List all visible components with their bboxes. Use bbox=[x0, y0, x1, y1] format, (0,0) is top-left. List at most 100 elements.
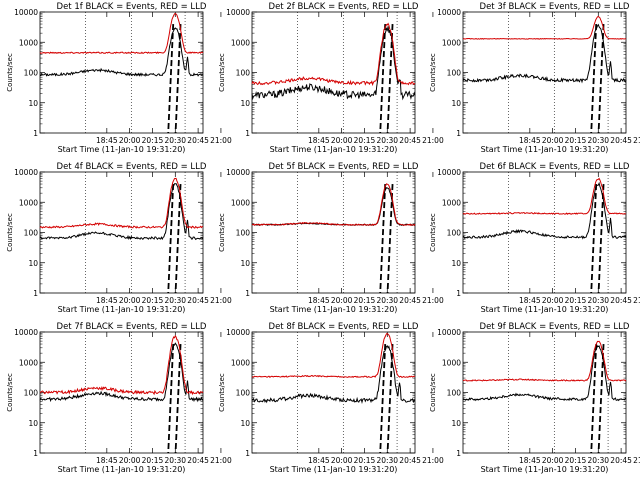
y-tick-label: 100 bbox=[236, 389, 251, 398]
lld-series-line bbox=[251, 22, 416, 87]
x-axis-label: Start Time (11-Jan-10 19:31:20) bbox=[481, 305, 609, 314]
events-series-line bbox=[251, 26, 416, 101]
x-axis-label: Start Time (11-Jan-10 19:31:20) bbox=[58, 145, 186, 154]
x-tick-label: 20:30 bbox=[164, 456, 186, 465]
y-tick-label: 10000 bbox=[226, 168, 250, 177]
panel-title: Det 3f BLACK = Events, RED = LLD bbox=[480, 2, 630, 12]
x-tick-label: 21:00 bbox=[210, 456, 232, 465]
event-marker-line bbox=[167, 24, 175, 134]
x-tick-label: 20:30 bbox=[376, 456, 398, 465]
y-tick-label: 100 bbox=[24, 69, 39, 78]
y-tick-label: 10000 bbox=[226, 8, 250, 17]
event-marker-line bbox=[386, 184, 394, 294]
event-marker-line bbox=[379, 24, 387, 134]
y-tick-label: 100 bbox=[236, 69, 251, 78]
y-tick-label: 1 bbox=[245, 449, 250, 458]
x-tick-label: 21:00 bbox=[633, 136, 640, 145]
x-axis-label: Start Time (11-Jan-10 19:31:20) bbox=[481, 465, 609, 474]
y-tick-label: 10000 bbox=[437, 8, 461, 17]
y-tick-label: 1000 bbox=[231, 38, 250, 47]
detector-panel: Det 4f BLACK = Events, RED = LLD 1 10 100 10… bbox=[6, 162, 232, 314]
panel-title: Det 1f BLACK = Events, RED = LLD bbox=[57, 2, 207, 12]
events-series-line bbox=[39, 27, 204, 77]
y-tick-label: 10000 bbox=[14, 328, 38, 337]
y-axis-label: Counts/sec bbox=[6, 53, 14, 92]
event-marker-line bbox=[597, 24, 605, 134]
y-tick-label: 1000 bbox=[19, 198, 38, 207]
x-tick-label: 20:30 bbox=[587, 136, 609, 145]
event-marker-line bbox=[167, 344, 175, 454]
x-tick-label: 20:00 bbox=[542, 456, 564, 465]
lld-series-line bbox=[251, 183, 416, 227]
event-marker-line bbox=[167, 184, 175, 294]
x-axis-label: Start Time (11-Jan-10 19:31:20) bbox=[58, 465, 186, 474]
x-tick-label: 18:45 bbox=[308, 136, 330, 145]
y-tick-label: 1000 bbox=[231, 358, 250, 367]
lld-series-line bbox=[462, 340, 627, 382]
x-tick-label: 20:30 bbox=[587, 456, 609, 465]
x-tick-label: 20:15 bbox=[565, 296, 587, 305]
lld-series-line bbox=[462, 15, 627, 40]
x-tick-label: 20:30 bbox=[376, 136, 398, 145]
events-series-line bbox=[39, 183, 204, 241]
detector-panel: Det 2f BLACK = Events, RED = LLD 1 10 100 10… bbox=[218, 2, 444, 154]
x-tick-label: 18:45 bbox=[519, 456, 541, 465]
x-tick-label: 20:00 bbox=[119, 296, 141, 305]
x-axis-label: Start Time (11-Jan-10 19:31:20) bbox=[58, 305, 186, 314]
detector-panel: Det 9f BLACK = Events, RED = LLD 1 10 100 10… bbox=[429, 322, 640, 474]
events-series-line bbox=[462, 181, 627, 240]
lld-series-line bbox=[462, 177, 627, 215]
x-tick-label: 20:15 bbox=[565, 456, 587, 465]
lld-series-line bbox=[39, 177, 203, 229]
y-tick-label: 1 bbox=[33, 129, 38, 138]
panel-title: Det 2f BLACK = Events, RED = LLD bbox=[269, 2, 419, 12]
y-tick-label: 1000 bbox=[442, 38, 461, 47]
y-tick-label: 1000 bbox=[19, 358, 38, 367]
y-axis-label: Counts/sec bbox=[218, 53, 226, 92]
y-tick-label: 10 bbox=[28, 419, 38, 428]
panel-title: Det 8f BLACK = Events, RED = LLD bbox=[269, 322, 419, 332]
x-tick-label: 20:45 bbox=[399, 136, 421, 145]
x-tick-label: 20:15 bbox=[354, 296, 376, 305]
detector-panel: Det 8f BLACK = Events, RED = LLD 1 10 100 10… bbox=[218, 322, 444, 474]
x-tick-label: 20:45 bbox=[610, 136, 632, 145]
y-axis-label: Counts/sec bbox=[218, 373, 226, 412]
x-axis-label: Start Time (11-Jan-10 19:31:20) bbox=[481, 145, 609, 154]
y-tick-label: 10 bbox=[451, 419, 461, 428]
detector-panel: Det 3f BLACK = Events, RED = LLD 1 10 100 10… bbox=[429, 2, 640, 154]
y-tick-label: 10 bbox=[240, 259, 250, 268]
event-marker-line bbox=[174, 24, 182, 134]
x-tick-label: 20:00 bbox=[119, 136, 141, 145]
y-tick-label: 10000 bbox=[14, 8, 38, 17]
x-tick-label: 21:00 bbox=[633, 456, 640, 465]
y-tick-label: 100 bbox=[24, 389, 39, 398]
y-tick-label: 100 bbox=[24, 229, 39, 238]
panel-title: Det 4f BLACK = Events, RED = LLD bbox=[57, 162, 207, 172]
y-tick-label: 1 bbox=[245, 129, 250, 138]
x-tick-label: 20:15 bbox=[565, 136, 587, 145]
x-tick-label: 21:00 bbox=[422, 136, 444, 145]
event-marker-line bbox=[379, 184, 387, 294]
y-tick-label: 1000 bbox=[231, 198, 250, 207]
x-tick-label: 18:45 bbox=[308, 456, 330, 465]
panel-title: Det 7f BLACK = Events, RED = LLD bbox=[57, 322, 207, 332]
x-tick-label: 20:30 bbox=[164, 296, 186, 305]
y-tick-label: 1 bbox=[245, 289, 250, 298]
y-tick-label: 1000 bbox=[442, 358, 461, 367]
y-axis-label: Counts/sec bbox=[429, 213, 437, 252]
panel-title: Det 6f BLACK = Events, RED = LLD bbox=[480, 162, 630, 172]
events-series-line bbox=[251, 345, 416, 404]
x-tick-label: 20:15 bbox=[142, 136, 164, 145]
x-tick-label: 21:00 bbox=[210, 136, 232, 145]
event-marker-line bbox=[597, 344, 605, 454]
x-tick-label: 20:45 bbox=[610, 296, 632, 305]
events-series-line bbox=[39, 342, 204, 403]
event-marker-line bbox=[379, 344, 387, 454]
x-tick-label: 20:00 bbox=[119, 456, 141, 465]
event-marker-line bbox=[597, 184, 605, 294]
y-axis-label: Counts/sec bbox=[429, 53, 437, 92]
x-tick-label: 20:15 bbox=[354, 456, 376, 465]
y-tick-label: 100 bbox=[236, 229, 251, 238]
detector-panel: Det 6f BLACK = Events, RED = LLD 1 10 100 10… bbox=[429, 162, 640, 314]
events-series-line bbox=[462, 345, 627, 402]
